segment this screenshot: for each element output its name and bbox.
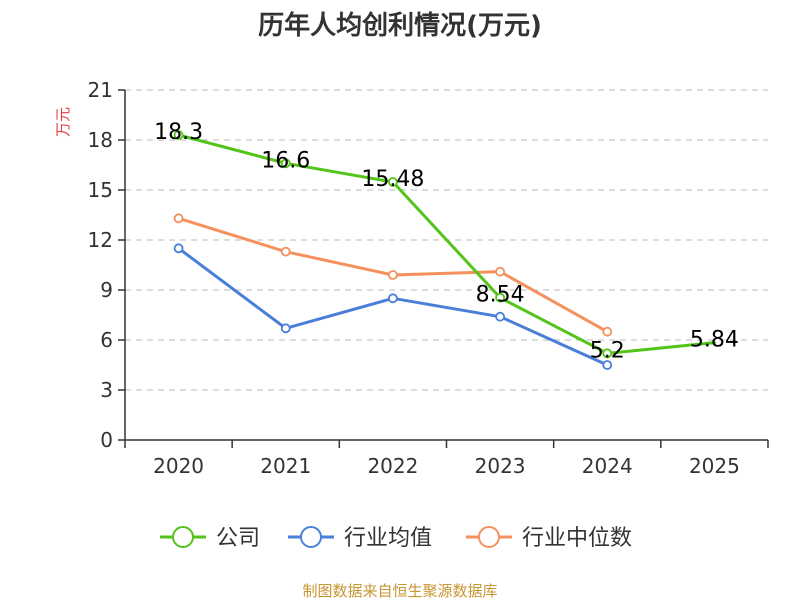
chart-title: 历年人均创利情况(万元) <box>258 10 542 41</box>
y-tick-label-12: 12 <box>88 228 113 252</box>
series-1 <box>173 130 716 359</box>
point-2-2022 <box>388 293 398 304</box>
point-2-2020 <box>173 243 184 254</box>
data-label-2021: 16.6 <box>261 148 310 173</box>
legend-swatch-marker <box>478 526 500 548</box>
point-3-2022 <box>388 270 398 280</box>
point-1-2020 <box>173 130 184 140</box>
series-3 <box>173 213 613 337</box>
y-tick-label-0: 0 <box>100 428 113 452</box>
point-3-2020 <box>173 213 184 224</box>
y-tick-label-6: 6 <box>100 328 113 352</box>
legend-item-1[interactable]: 公司 <box>160 526 260 551</box>
point-1-2024 <box>602 348 613 359</box>
legend-item-3[interactable]: 行业中位数 <box>466 526 632 551</box>
point-1-2023 <box>495 292 505 303</box>
legend-swatch-marker <box>300 526 322 548</box>
y-tick-label-21: 21 <box>88 78 113 102</box>
point-1-2022 <box>388 177 398 187</box>
point-3-2024 <box>602 326 613 337</box>
x-tick-label-2020: 2020 <box>153 454 204 478</box>
legend-label: 行业均值 <box>344 526 432 551</box>
x-tick-label-2023: 2023 <box>475 454 526 478</box>
x-tick-label-2022: 2022 <box>367 454 418 478</box>
series-line-2 <box>177 246 609 367</box>
point-2-2023 <box>495 311 505 322</box>
source-note: 制图数据来自恒生聚源数据库 <box>302 582 497 600</box>
series-layer <box>173 130 716 370</box>
legend-label: 公司 <box>216 526 260 551</box>
x-tick-label-2021: 2021 <box>260 454 311 478</box>
series-line-1 <box>177 133 716 355</box>
point-2-2021 <box>280 323 291 334</box>
point-3-2023 <box>495 266 505 277</box>
data-label-2024: 5.2 <box>590 338 625 363</box>
data-labels: 18.3 16.6 15.48 8.54 5.2 5.84 <box>154 120 739 363</box>
data-label-2022: 15.48 <box>361 167 424 192</box>
data-label-2023: 8.54 <box>476 283 525 308</box>
data-label-2025: 5.84 <box>690 328 739 353</box>
axes: 0 3 6 9 12 15 18 21 2020 2021 2022 2023 2024 2025 <box>88 78 769 478</box>
point-3-2021 <box>280 246 291 257</box>
data-label-2020: 18.3 <box>154 120 203 145</box>
point-2-2024 <box>602 360 613 370</box>
legend: 公司 行业均值 行业中位数 <box>160 526 632 551</box>
y-tick-label-3: 3 <box>100 378 113 402</box>
y-tick-label-15: 15 <box>88 178 113 202</box>
legend-item-2[interactable]: 行业均值 <box>288 526 432 551</box>
y-tick-label-9: 9 <box>100 278 113 302</box>
legend-swatch-marker <box>172 526 194 548</box>
y-tick-label-18: 18 <box>88 128 113 152</box>
point-1-2021 <box>280 158 291 169</box>
y-axis-label: 万元 <box>54 107 72 137</box>
series-2 <box>173 243 613 370</box>
legend-label: 行业中位数 <box>522 526 632 551</box>
x-tick-label-2025: 2025 <box>689 454 740 478</box>
x-tick-label-2024: 2024 <box>582 454 633 478</box>
